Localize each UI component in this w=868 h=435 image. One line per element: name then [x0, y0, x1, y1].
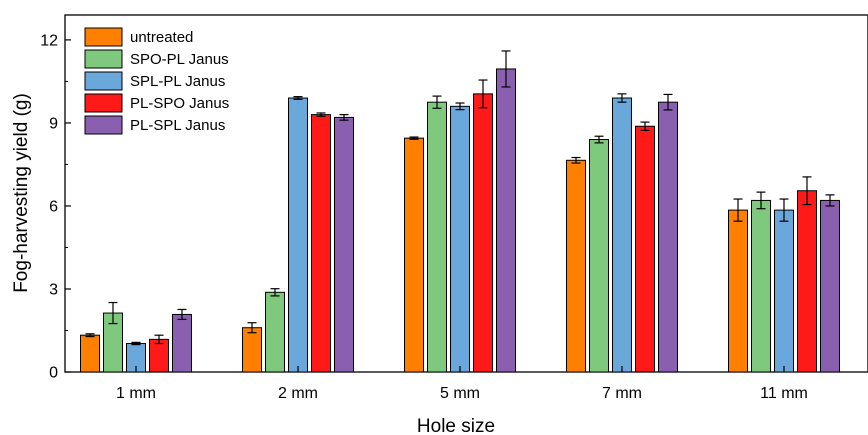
- bar: [496, 68, 516, 373]
- legend-label: PL-SPO Janus: [130, 95, 229, 112]
- bar: [427, 101, 447, 373]
- legend-label: SPL-PL Janus: [130, 73, 225, 90]
- y-tick-label: 0: [49, 365, 58, 382]
- bar: [658, 101, 678, 373]
- bar: [149, 338, 169, 373]
- legend-swatch: [84, 115, 123, 135]
- legend: untreated SPO-PL Janus SPL-PL Janus PL-SPO …: [84, 27, 229, 135]
- legend-swatch: [84, 49, 123, 69]
- x-axis: 1 mm 2 mm 5 mm 7 mm 11 mm: [116, 366, 808, 402]
- bar: [80, 334, 100, 373]
- bar: [334, 116, 354, 373]
- y-axis-title: Fog-harvesting yield (g): [11, 93, 32, 293]
- bar: [450, 105, 470, 373]
- bar: [265, 291, 285, 373]
- x-tick-label: 2 mm: [278, 385, 318, 402]
- bar: [728, 209, 748, 373]
- legend-label: untreated: [130, 29, 193, 46]
- bar: [288, 97, 308, 373]
- bar: [172, 313, 192, 373]
- bar: [774, 209, 794, 373]
- y-axis: 0 3 6 9 12: [40, 32, 71, 382]
- bar: [242, 327, 262, 373]
- x-tick-label: 7 mm: [602, 385, 642, 402]
- y-tick-label: 3: [49, 281, 58, 298]
- legend-swatch: [84, 93, 123, 113]
- bar: [635, 125, 655, 373]
- bar: [566, 159, 586, 373]
- y-tick-label: 6: [49, 198, 58, 215]
- bars-layer: [80, 50, 840, 373]
- x-tick-label: 11 mm: [760, 385, 808, 402]
- bar: [751, 199, 771, 373]
- y-tick-label: 12: [40, 32, 58, 49]
- bar: [473, 93, 493, 373]
- bar: [797, 190, 817, 373]
- bar: [404, 137, 424, 373]
- legend-label: PL-SPL Janus: [130, 117, 225, 134]
- x-tick-label: 5 mm: [440, 385, 480, 402]
- bar: [612, 97, 632, 373]
- legend-label: SPO-PL Janus: [130, 51, 229, 68]
- x-tick-label: 1 mm: [116, 385, 156, 402]
- x-axis-title: Hole size: [417, 416, 495, 435]
- bar: [589, 139, 609, 373]
- legend-swatch: [84, 27, 123, 47]
- bar: [311, 114, 331, 373]
- y-tick-label: 9: [49, 115, 58, 132]
- bar: [820, 199, 840, 373]
- legend-swatch: [84, 71, 123, 91]
